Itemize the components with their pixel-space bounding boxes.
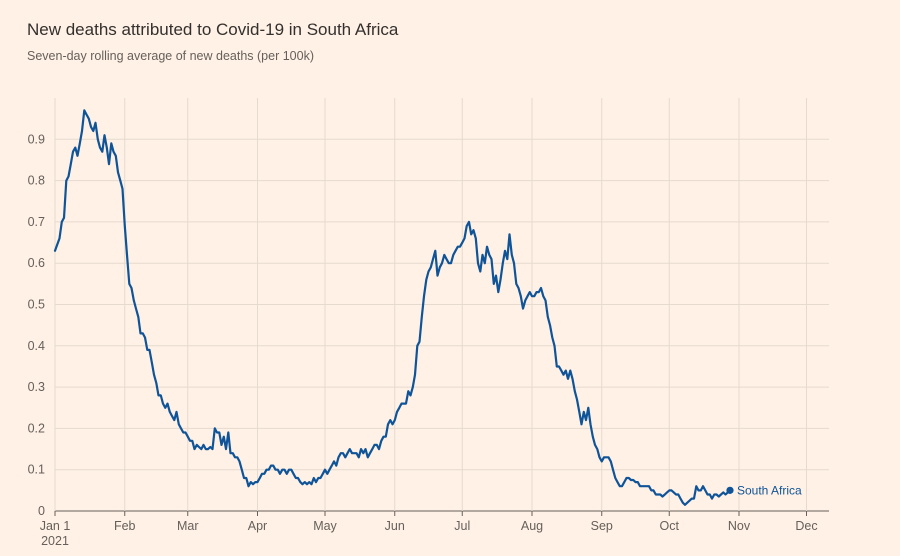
y-tick-label: 0.4 [28, 339, 45, 353]
x-tick-sublabel: 2021 [41, 534, 69, 548]
y-tick-label: 0.9 [28, 132, 45, 146]
y-tick-label: 0.7 [28, 215, 45, 229]
y-tick-label: 0.8 [28, 174, 45, 188]
series-line [53, 109, 732, 506]
x-tick-label: Jan 1 [40, 519, 71, 533]
x-tick-label: Apr [248, 519, 267, 533]
y-tick-label: 0.1 [28, 463, 45, 477]
chart-subtitle: Seven-day rolling average of new deaths … [27, 49, 314, 63]
x-tick-label: Aug [521, 519, 543, 533]
y-axis-ticks: 0 0.1 0.2 0.3 0.4 0.5 0.6 0.7 0.8 0.9 [28, 132, 45, 518]
series-group: South Africa [53, 109, 802, 506]
x-tick-label: Dec [795, 519, 817, 533]
x-tick-label: Sep [591, 519, 613, 533]
x-tick-label: Mar [177, 519, 199, 533]
x-tick-label: Feb [114, 519, 136, 533]
y-tick-label: 0.5 [28, 298, 45, 312]
series-end-marker [726, 486, 734, 494]
x-tick-label: Nov [728, 519, 751, 533]
series-label: South Africa [737, 483, 802, 497]
chart-title: New deaths attributed to Covid-19 in Sou… [27, 20, 399, 39]
x-tick-label: May [313, 519, 337, 533]
x-tick-label: Oct [660, 519, 680, 533]
x-tick-label: Jul [454, 519, 470, 533]
y-tick-label: 0.6 [28, 256, 45, 270]
y-tick-label: 0.3 [28, 380, 45, 394]
y-tick-label: 0.2 [28, 421, 45, 435]
y-tick-label: 0 [38, 504, 45, 518]
grid-lines [54, 98, 829, 512]
x-tick-label: Jun [385, 519, 405, 533]
